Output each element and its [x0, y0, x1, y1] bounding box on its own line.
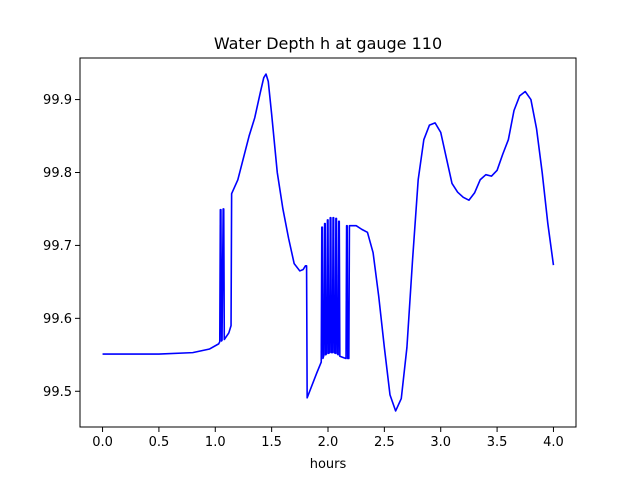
x-tick-label: 2.0	[318, 435, 339, 450]
y-tick-label: 99.8	[43, 166, 72, 181]
y-tick-label: 99.9	[43, 93, 72, 108]
series-line	[102, 73, 555, 412]
x-tick-label: 3.0	[430, 435, 451, 450]
y-tick-label: 99.5	[43, 385, 72, 400]
x-axis-label: hours	[310, 457, 347, 472]
x-tick-label: 2.5	[374, 435, 395, 450]
y-tick-label: 99.6	[43, 312, 72, 327]
y-tick-label: 99.7	[43, 239, 72, 254]
series-layer	[102, 73, 555, 412]
y-axis: 99.5 99.6 99.7 99.8 99.9	[43, 93, 80, 400]
chart-title: Water Depth h at gauge 110	[214, 34, 442, 53]
x-tick-label: 0.5	[149, 435, 170, 450]
x-tick-label: 1.0	[205, 435, 226, 450]
x-tick-label: 3.5	[487, 435, 508, 450]
x-tick-label: 0.0	[92, 435, 113, 450]
x-tick-label: 1.5	[261, 435, 282, 450]
x-axis: 0.0 0.5 1.0 1.5 2.0 2.5 3.0 3.5 4.0	[92, 427, 564, 450]
plot-frame	[79, 57, 577, 428]
x-tick-label: 4.0	[543, 435, 564, 450]
